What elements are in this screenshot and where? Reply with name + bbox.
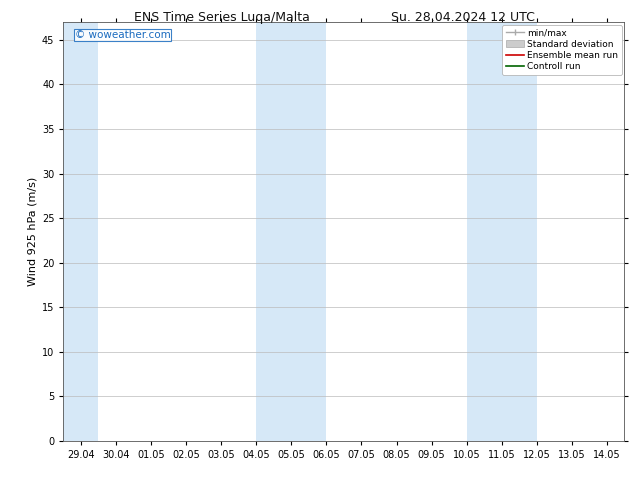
Text: © woweather.com: © woweather.com <box>75 30 171 41</box>
Y-axis label: Wind 925 hPa (m/s): Wind 925 hPa (m/s) <box>28 177 37 286</box>
Text: ENS Time Series Luqa/Malta: ENS Time Series Luqa/Malta <box>134 11 310 24</box>
Bar <box>63 22 98 441</box>
Legend: min/max, Standard deviation, Ensemble mean run, Controll run: min/max, Standard deviation, Ensemble me… <box>502 25 622 75</box>
Bar <box>256 22 327 441</box>
Bar <box>467 22 537 441</box>
Text: Su. 28.04.2024 12 UTC: Su. 28.04.2024 12 UTC <box>391 11 534 24</box>
